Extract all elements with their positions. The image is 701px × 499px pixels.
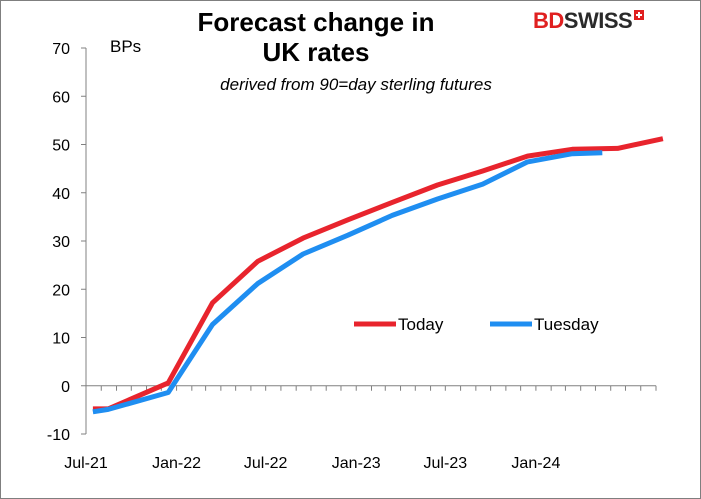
logo-text-bd: BD — [533, 8, 564, 33]
chart-subtitle: derived from 90=day sterling futures — [220, 75, 492, 94]
y-tick-label: 30 — [52, 234, 70, 251]
y-tick-label: 0 — [61, 379, 70, 396]
y-tick-label: -10 — [47, 427, 70, 444]
logo-text-swiss: SWISS — [563, 8, 633, 33]
legend-label-today: Today — [398, 315, 444, 334]
series-line-tuesday — [92, 150, 603, 415]
y-tick-label: 10 — [52, 331, 70, 348]
chart-title-line-2: UK rates — [262, 37, 370, 67]
x-tick-label: Jul-23 — [424, 455, 468, 472]
y-tick-label: 60 — [52, 89, 70, 106]
chart-title: Forecast change in UK rates — [171, 7, 461, 67]
chart-title-line-1: Forecast change in — [197, 7, 435, 37]
y-tick-label: 50 — [52, 138, 70, 155]
bdswiss-logo: BD SWISS — [533, 8, 645, 33]
x-tick-label: Jan-23 — [332, 455, 381, 472]
x-tick-label: Jan-24 — [511, 455, 560, 472]
swiss-cross-icon — [634, 10, 645, 20]
legend-label-tuesday: Tuesday — [534, 315, 599, 334]
x-tick-label: Jul-22 — [244, 455, 288, 472]
y-axis-unit-label: BPs — [110, 37, 141, 56]
series-line-today — [92, 136, 664, 412]
y-tick-label: 20 — [52, 282, 70, 299]
x-tick-label: Jan-22 — [152, 455, 201, 472]
y-tick-label: 70 — [52, 41, 70, 58]
y-tick-label: 40 — [52, 186, 70, 203]
x-tick-label: Jul-21 — [64, 455, 108, 472]
